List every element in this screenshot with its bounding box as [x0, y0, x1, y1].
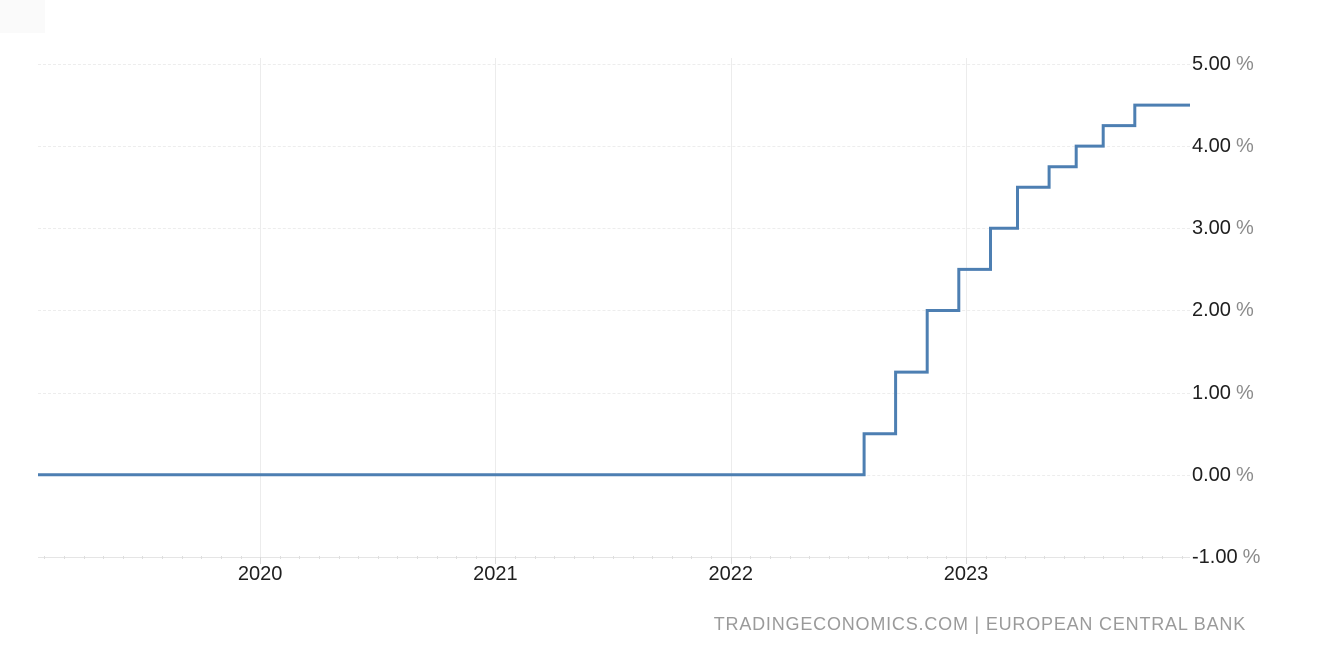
y-axis-label: 0.00%: [1192, 464, 1322, 486]
month-tick: [671, 556, 673, 559]
year-tick: [730, 557, 732, 564]
y-axis-label: 2.00%: [1192, 299, 1322, 321]
month-tick: [711, 556, 713, 559]
y-tick-value: 5.00: [1192, 52, 1231, 75]
month-tick: [1103, 556, 1105, 559]
month-tick: [750, 556, 752, 559]
month-tick: [1162, 556, 1164, 559]
v-gridline: [260, 58, 262, 564]
month-tick: [1044, 556, 1046, 559]
month-tick: [926, 556, 928, 559]
month-tick: [828, 556, 830, 559]
month-tick: [220, 556, 222, 559]
month-tick: [416, 556, 418, 559]
x-axis-label: 2022: [708, 563, 753, 585]
percent-sign: %: [1235, 135, 1254, 158]
percent-sign: %: [1242, 546, 1261, 568]
month-tick: [162, 556, 164, 559]
month-tick: [475, 556, 477, 559]
month-tick: [436, 556, 438, 559]
month-tick: [809, 556, 811, 559]
v-gridline: [730, 58, 732, 564]
month-tick: [142, 556, 144, 559]
month-tick: [1083, 556, 1085, 559]
corner-watermark: [0, 0, 45, 33]
month-tick: [1122, 556, 1124, 559]
month-tick: [64, 556, 66, 559]
month-tick: [318, 556, 320, 559]
x-axis-label: 2021: [473, 563, 518, 585]
month-tick: [985, 556, 987, 559]
month-tick: [867, 556, 869, 559]
plot-area[interactable]: 2020 2021 2022 2023 5.00% 4.00% 3.00% 2.00% 1.0…: [38, 53, 1260, 585]
rate-line-path: [38, 103, 1190, 477]
percent-sign: %: [1235, 463, 1254, 486]
month-tick: [769, 556, 771, 559]
y-tick-value: 0.00: [1192, 463, 1231, 486]
y-tick-value: 4.00: [1192, 135, 1231, 158]
month-tick: [593, 556, 595, 559]
x-axis-label: 2023: [943, 563, 989, 585]
y-axis-label: 3.00%: [1192, 217, 1322, 239]
h-gridline: [38, 392, 1190, 394]
v-gridline: [495, 58, 497, 564]
source-attribution: TRADINGECONOMICS.COM | EUROPEAN CENTRAL …: [713, 614, 1246, 634]
percent-sign: %: [1235, 299, 1254, 322]
month-tick: [946, 556, 948, 559]
y-axis-label: 1.00%: [1192, 382, 1322, 404]
month-tick: [652, 556, 654, 559]
year-tick: [260, 557, 262, 564]
month-tick: [456, 556, 458, 559]
month-tick: [83, 556, 85, 559]
month-tick: [1024, 556, 1026, 559]
month-tick: [1181, 556, 1183, 559]
month-tick: [279, 556, 281, 559]
month-tick: [201, 556, 203, 559]
month-tick: [240, 556, 242, 559]
month-tick: [534, 556, 536, 559]
percent-sign: %: [1235, 217, 1254, 240]
y-axis-label: 4.00%: [1192, 135, 1322, 157]
month-tick: [299, 556, 301, 559]
month-tick: [181, 556, 183, 559]
month-tick: [613, 556, 615, 559]
month-tick: [554, 556, 556, 559]
month-tick: [338, 556, 340, 559]
month-tick: [1064, 556, 1066, 559]
h-gridline: [38, 146, 1190, 148]
month-tick: [632, 556, 634, 559]
month-tick: [44, 556, 46, 559]
y-axis-label: 5.00%: [1192, 53, 1322, 75]
y-tick-value: 1.00: [1192, 381, 1231, 404]
month-tick: [103, 556, 105, 559]
year-tick: [495, 557, 497, 564]
month-tick: [122, 556, 124, 559]
y-tick-value: 2.00: [1192, 299, 1231, 322]
percent-sign: %: [1235, 381, 1254, 404]
month-tick: [573, 556, 575, 559]
percent-sign: %: [1235, 52, 1254, 75]
h-gridline: [38, 228, 1190, 230]
month-tick: [515, 556, 517, 559]
month-tick: [377, 556, 379, 559]
month-tick: [397, 556, 399, 559]
month-tick: [358, 556, 360, 559]
y-tick-value: -1.00: [1192, 546, 1238, 568]
y-tick-value: 3.00: [1192, 217, 1231, 240]
year-tick: [966, 557, 967, 564]
month-tick: [907, 556, 909, 559]
month-tick: [887, 556, 889, 559]
month-tick: [1005, 556, 1007, 559]
v-gridline: [966, 58, 967, 564]
month-tick: [691, 556, 693, 559]
month-tick: [789, 556, 791, 559]
rate-step-line: [38, 103, 1190, 477]
h-gridline: [38, 310, 1190, 312]
h-gridline: [38, 63, 1190, 65]
x-axis-label: 2020: [237, 563, 283, 585]
y-axis-label: -1.00%: [1192, 546, 1322, 568]
month-tick: [1142, 556, 1144, 559]
month-tick: [848, 556, 850, 559]
